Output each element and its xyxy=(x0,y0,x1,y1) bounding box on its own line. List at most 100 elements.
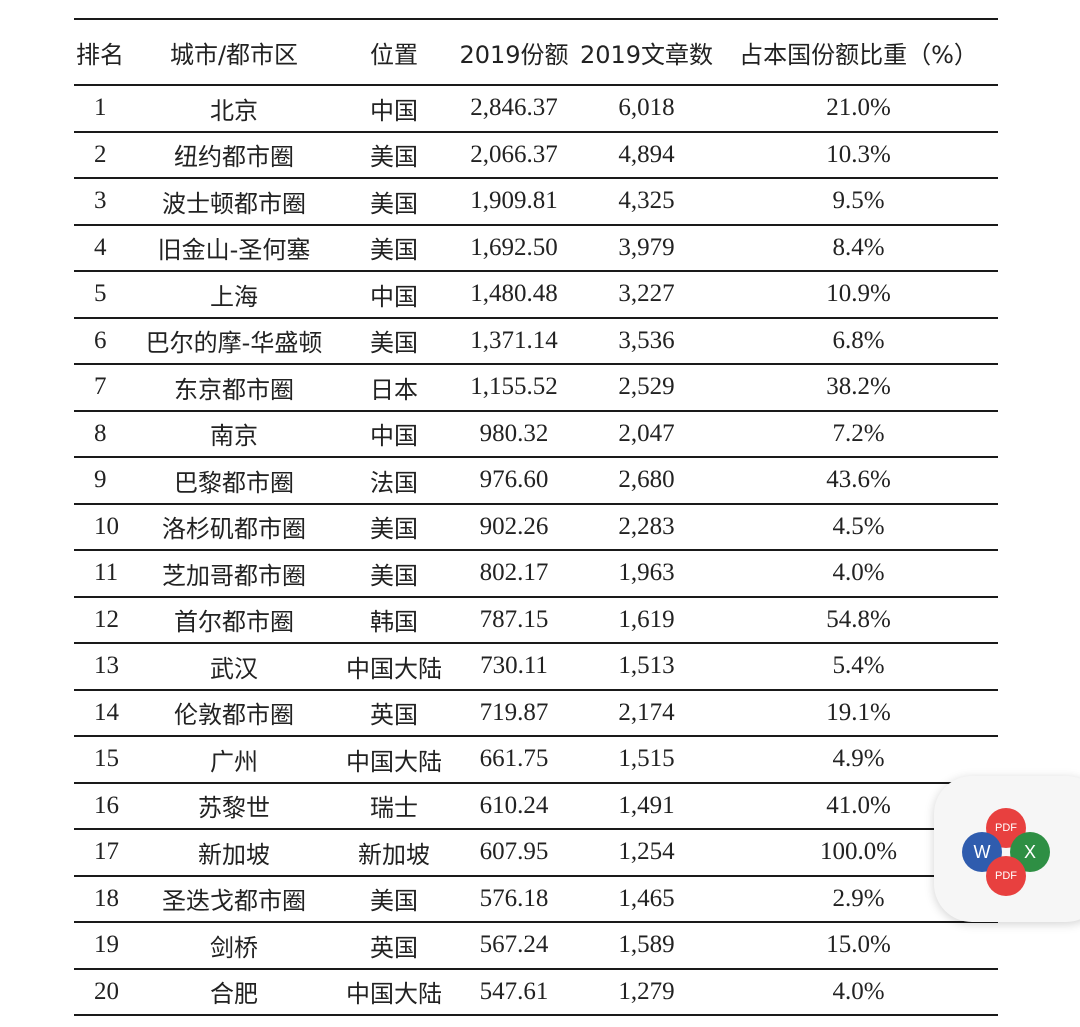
cell-share: 2,066.37 xyxy=(470,140,558,168)
cell-national-share: 10.3% xyxy=(826,140,891,168)
cell-rank: 4 xyxy=(94,233,107,261)
table-row: 7 东京都市圈 日本 1,155.52 2,529 38.2% xyxy=(74,364,998,411)
cell-location: 法国 xyxy=(370,468,418,497)
cell-city: 旧金山-圣何塞 xyxy=(157,236,311,265)
cell-share: 730.11 xyxy=(480,652,548,680)
cell-location: 美国 xyxy=(370,515,418,544)
cell-share: 2,846.37 xyxy=(470,94,558,122)
cell-national-share: 19.1% xyxy=(826,698,891,726)
table-body: 1 北京 中国 2,846.37 6,018 21.0% 2 纽约都市圈 美国 2,066.37 4… xyxy=(74,85,998,1015)
cell-city: 巴尔的摩-华盛顿 xyxy=(145,329,323,358)
cell-articles: 2,174 xyxy=(618,698,675,726)
cell-location: 新加坡 xyxy=(358,840,430,869)
cell-location: 中国 xyxy=(370,96,418,125)
cell-share: 802.17 xyxy=(479,559,549,587)
cell-national-share: 38.2% xyxy=(826,373,891,401)
cell-location: 美国 xyxy=(370,887,418,916)
next-page-text-fragment xyxy=(74,1019,1054,1027)
cell-location: 美国 xyxy=(370,329,418,358)
table-row: 6 巴尔的摩-华盛顿 美国 1,371.14 3,536 6.8% xyxy=(74,318,998,364)
header-articles-2019: 2019文章数 xyxy=(579,40,714,69)
cell-location: 瑞士 xyxy=(370,794,418,823)
cell-city: 伦敦都市圈 xyxy=(174,701,294,730)
table-row: 3 波士顿都市圈 美国 1,909.81 4,325 9.5% xyxy=(74,178,998,225)
cell-national-share: 4.9% xyxy=(832,745,885,773)
cell-articles: 1,279 xyxy=(618,977,675,1005)
cell-rank: 2 xyxy=(94,140,107,168)
cell-articles: 2,283 xyxy=(618,512,675,540)
cell-share: 607.95 xyxy=(479,838,549,866)
cell-location: 中国 xyxy=(370,422,418,451)
table-row: 9 巴黎都市圈 法国 976.60 2,680 43.6% xyxy=(74,457,998,504)
cell-rank: 16 xyxy=(94,791,119,819)
cell-rank: 17 xyxy=(94,838,119,866)
cell-national-share: 8.4% xyxy=(832,233,885,261)
header-national-share-ratio: 占本国份额比重（%） xyxy=(739,40,978,69)
cell-national-share: 7.2% xyxy=(832,419,885,447)
table-row: 18 圣迭戈都市圈 美国 576.18 1,465 2.9% xyxy=(74,876,998,922)
cell-city: 广州 xyxy=(210,747,258,776)
ranking-table-container: 排名 城市/都市区 位置 2019份额 2019文章数 占本国份额比重（%） 1… xyxy=(74,18,998,1016)
cell-rank: 7 xyxy=(94,373,107,401)
table-header-row: 排名 城市/都市区 位置 2019份额 2019文章数 占本国份额比重（%） xyxy=(74,19,998,85)
cell-national-share: 4.0% xyxy=(832,559,885,587)
cell-city: 巴黎都市圈 xyxy=(174,468,294,497)
table-row: 10 洛杉矶都市圈 美国 902.26 2,283 4.5% xyxy=(74,504,998,550)
table-row: 20 合肥 中国大陆 547.61 1,279 4.0% xyxy=(74,969,998,1015)
cell-articles: 3,227 xyxy=(618,280,675,308)
cell-location: 日本 xyxy=(370,375,418,404)
cell-location: 中国 xyxy=(370,282,418,311)
cell-articles: 1,491 xyxy=(618,791,675,819)
cell-share: 567.24 xyxy=(479,931,549,959)
table-row: 16 苏黎世 瑞士 610.24 1,491 41.0% xyxy=(74,783,998,829)
cell-rank: 13 xyxy=(94,652,119,680)
table-row: 19 剑桥 英国 567.24 1,589 15.0% xyxy=(74,922,998,969)
pdf-icon: PDF xyxy=(986,856,1026,896)
cell-city: 合肥 xyxy=(210,980,258,1009)
cell-location: 韩国 xyxy=(370,608,418,637)
cell-share: 1,909.81 xyxy=(470,187,558,215)
cell-city: 新加坡 xyxy=(198,840,270,869)
excel-icon: X xyxy=(1010,832,1050,872)
header-rank: 排名 xyxy=(76,40,124,69)
cell-share: 576.18 xyxy=(479,884,549,912)
cell-national-share: 2.9% xyxy=(832,884,885,912)
table-row: 2 纽约都市圈 美国 2,066.37 4,894 10.3% xyxy=(74,132,998,178)
cell-city: 剑桥 xyxy=(210,933,258,962)
cell-share: 719.87 xyxy=(479,698,549,726)
cell-share: 1,371.14 xyxy=(470,326,558,354)
ranking-table: 排名 城市/都市区 位置 2019份额 2019文章数 占本国份额比重（%） 1… xyxy=(74,18,998,1016)
cell-national-share: 6.8% xyxy=(832,326,885,354)
table-row: 15 广州 中国大陆 661.75 1,515 4.9% xyxy=(74,736,998,783)
cell-rank: 9 xyxy=(94,466,107,494)
cell-location: 中国大陆 xyxy=(346,747,442,776)
cell-rank: 8 xyxy=(94,419,107,447)
table-row: 11 芝加哥都市圈 美国 802.17 1,963 4.0% xyxy=(74,550,998,597)
table-row: 1 北京 中国 2,846.37 6,018 21.0% xyxy=(74,85,998,132)
cell-rank: 19 xyxy=(94,931,119,959)
cell-share: 547.61 xyxy=(479,977,549,1005)
cell-articles: 3,979 xyxy=(618,233,675,261)
cell-city: 首尔都市圈 xyxy=(174,608,294,637)
cell-articles: 2,047 xyxy=(618,419,675,447)
cell-city: 波士顿都市圈 xyxy=(162,189,306,218)
cell-location: 美国 xyxy=(370,561,418,590)
cell-rank: 15 xyxy=(94,745,119,773)
cell-articles: 1,589 xyxy=(618,931,675,959)
cell-share: 1,692.50 xyxy=(470,233,558,261)
cell-rank: 18 xyxy=(94,884,119,912)
cell-location: 英国 xyxy=(370,933,418,962)
cell-share: 976.60 xyxy=(479,466,549,494)
cell-city: 洛杉矶都市圈 xyxy=(162,515,306,544)
convert-float-button[interactable]: PDF W X PDF xyxy=(934,776,1080,922)
header-share-2019: 2019份额 xyxy=(459,40,569,69)
cell-rank: 12 xyxy=(94,605,119,633)
table-row: 4 旧金山-圣何塞 美国 1,692.50 3,979 8.4% xyxy=(74,225,998,271)
cell-city: 苏黎世 xyxy=(198,794,270,823)
table-row: 5 上海 中国 1,480.48 3,227 10.9% xyxy=(74,271,998,318)
cell-rank: 5 xyxy=(94,280,107,308)
table-row: 8 南京 中国 980.32 2,047 7.2% xyxy=(74,411,998,457)
cell-articles: 1,515 xyxy=(618,745,675,773)
cell-articles: 6,018 xyxy=(618,94,675,122)
cell-share: 1,480.48 xyxy=(470,280,558,308)
